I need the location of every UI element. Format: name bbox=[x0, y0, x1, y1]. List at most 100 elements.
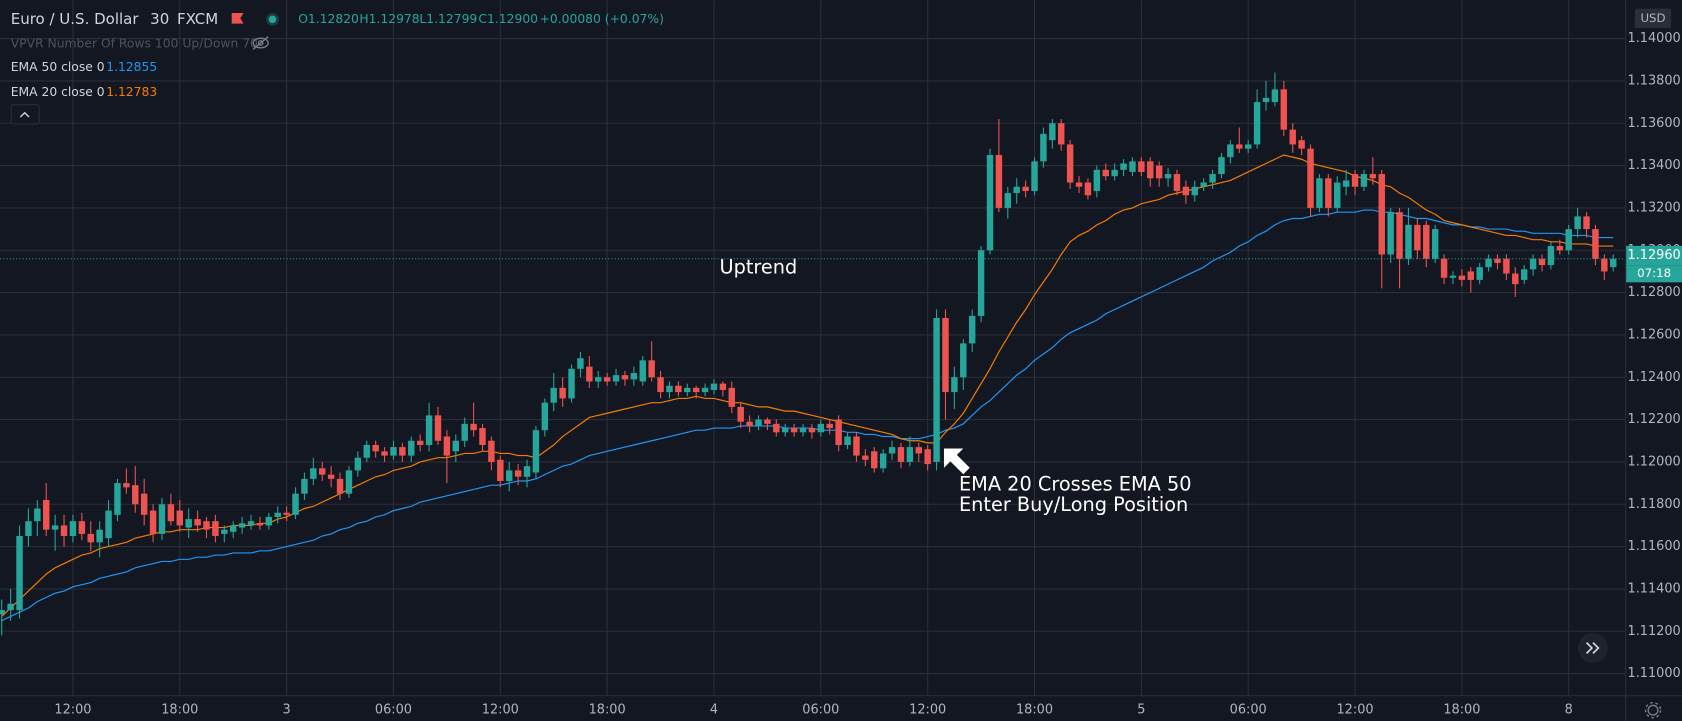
candle-body bbox=[479, 428, 486, 445]
candle-body bbox=[684, 387, 691, 393]
y-tick-label: 1.12400 bbox=[1628, 370, 1681, 385]
candle-body bbox=[1004, 193, 1012, 208]
candle-body bbox=[1227, 144, 1234, 158]
candle-body bbox=[1512, 273, 1519, 285]
candle-body bbox=[1583, 216, 1590, 230]
candle-body bbox=[43, 500, 50, 530]
settings-button[interactable] bbox=[1644, 701, 1662, 719]
ohlc-change: +0.00080 (+0.07%) bbox=[540, 12, 664, 26]
candle-body bbox=[568, 368, 575, 399]
candle-body bbox=[1066, 144, 1074, 183]
x-tick-label: 3 bbox=[283, 703, 291, 718]
currency-label: USD bbox=[1640, 11, 1665, 25]
hidden-icon[interactable] bbox=[252, 36, 269, 50]
candle-body bbox=[879, 453, 887, 469]
x-tick-label: 06:00 bbox=[375, 703, 412, 718]
candle-body bbox=[1280, 89, 1288, 130]
candle-body bbox=[1209, 174, 1216, 183]
candle-body bbox=[835, 419, 842, 445]
candle-body bbox=[416, 440, 424, 445]
x-tick-label: 12:00 bbox=[909, 703, 946, 718]
candle-body bbox=[710, 383, 718, 390]
candle-body bbox=[719, 383, 727, 390]
x-tick-label: 12:00 bbox=[54, 703, 91, 718]
candle-body bbox=[915, 447, 922, 454]
y-tick-label: 1.11200 bbox=[1628, 624, 1681, 639]
candle-body bbox=[1129, 161, 1136, 172]
candle-body bbox=[363, 444, 370, 458]
candle-body bbox=[1476, 267, 1483, 280]
candle-body bbox=[203, 521, 210, 530]
candle-body bbox=[0, 610, 5, 615]
candle-body bbox=[1218, 157, 1225, 175]
candle-body bbox=[790, 428, 798, 433]
candle-body bbox=[666, 385, 673, 393]
candle-body bbox=[123, 483, 130, 488]
collapse-button[interactable] bbox=[10, 104, 40, 125]
x-tick-label: 18:00 bbox=[1016, 703, 1053, 718]
candle-body bbox=[1423, 224, 1430, 259]
candle-body bbox=[1378, 174, 1385, 255]
candle-body bbox=[906, 447, 914, 462]
candle-body bbox=[132, 485, 139, 505]
candle-body bbox=[1610, 258, 1617, 268]
interval: 30 bbox=[150, 10, 169, 28]
candle-body bbox=[1547, 246, 1555, 266]
candle-body bbox=[1164, 174, 1172, 179]
y-tick-label: 1.11400 bbox=[1628, 581, 1681, 596]
candle-body bbox=[60, 525, 68, 537]
candle-body bbox=[1440, 258, 1448, 278]
candle-body bbox=[1155, 165, 1163, 179]
candle-body bbox=[1503, 258, 1510, 274]
candle-body bbox=[194, 519, 201, 526]
candle-body bbox=[1200, 182, 1207, 187]
candle-body bbox=[1431, 229, 1439, 259]
x-tick-label: 06:00 bbox=[1230, 703, 1267, 718]
x-tick-label: 18:00 bbox=[161, 703, 198, 718]
candle-body bbox=[1298, 140, 1305, 149]
candle-body bbox=[158, 504, 166, 534]
candle-body bbox=[327, 474, 335, 479]
candle-body bbox=[612, 375, 620, 382]
candle-body bbox=[523, 466, 531, 477]
candle-body bbox=[862, 455, 869, 460]
candle-body bbox=[51, 525, 59, 530]
candle-body bbox=[737, 406, 744, 422]
candle-body bbox=[1342, 180, 1350, 187]
candle-body bbox=[1173, 174, 1181, 191]
y-tick-label: 1.11600 bbox=[1628, 539, 1681, 554]
candle-body bbox=[229, 525, 237, 532]
x-tick-label: 18:00 bbox=[589, 703, 626, 718]
candle-body bbox=[336, 478, 344, 494]
candle-body bbox=[1120, 163, 1127, 170]
ema-line bbox=[1, 209, 1614, 622]
candle-body bbox=[630, 373, 638, 380]
candle-body bbox=[381, 451, 388, 456]
candle-body bbox=[1449, 275, 1457, 278]
candle-body bbox=[888, 447, 896, 454]
candle-body bbox=[773, 423, 780, 433]
candle-body bbox=[87, 533, 94, 543]
candle-body bbox=[238, 523, 246, 528]
candle-body bbox=[390, 447, 397, 456]
y-tick-label: 1.12200 bbox=[1628, 412, 1681, 427]
candle-body bbox=[844, 436, 851, 445]
candle-body bbox=[1075, 182, 1083, 187]
candle-body bbox=[96, 529, 103, 543]
candle-body bbox=[1236, 144, 1243, 149]
candle-body bbox=[933, 317, 940, 462]
candle-body bbox=[25, 521, 32, 537]
scroll-button[interactable] bbox=[1577, 632, 1608, 664]
candle-body bbox=[514, 470, 522, 477]
candle-body bbox=[1387, 212, 1394, 255]
candle-body bbox=[853, 436, 860, 456]
legend-value: 1.12855 bbox=[106, 60, 157, 74]
annotation: Enter Buy/Long Position bbox=[959, 493, 1188, 516]
candle-body bbox=[1351, 174, 1359, 187]
legend-value: 1.12783 bbox=[106, 85, 157, 99]
candle-body bbox=[1601, 258, 1608, 272]
candle-body bbox=[69, 521, 77, 537]
candle-body bbox=[1538, 258, 1546, 266]
candle-body bbox=[1138, 161, 1145, 172]
ohlc-value: H1.12978 bbox=[359, 12, 419, 26]
